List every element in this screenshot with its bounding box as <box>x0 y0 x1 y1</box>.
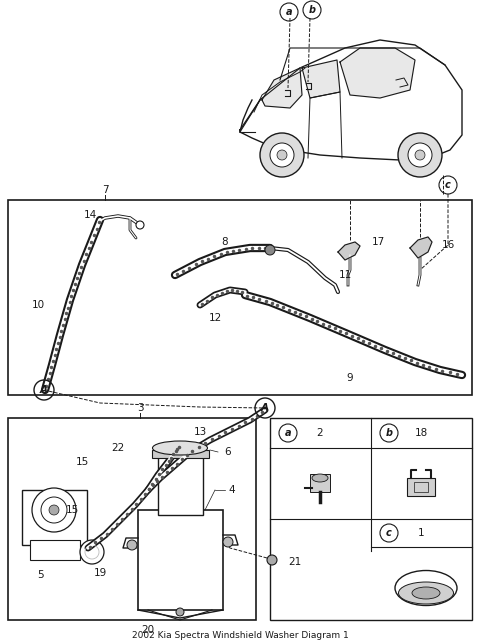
Polygon shape <box>410 237 432 258</box>
Bar <box>310 474 330 492</box>
Text: 1: 1 <box>418 528 424 538</box>
Text: c: c <box>445 180 451 190</box>
Text: 16: 16 <box>442 240 455 250</box>
Text: 19: 19 <box>94 568 107 578</box>
Circle shape <box>136 221 144 229</box>
Text: b: b <box>385 428 393 438</box>
Circle shape <box>415 150 425 160</box>
Text: 15: 15 <box>75 457 89 467</box>
Circle shape <box>408 143 432 167</box>
Text: 2002 Kia Spectra Windshield Washer Diagram 1: 2002 Kia Spectra Windshield Washer Diagr… <box>132 630 348 639</box>
Bar <box>152 450 209 458</box>
Text: 21: 21 <box>288 557 301 567</box>
Text: b: b <box>309 5 315 15</box>
Ellipse shape <box>312 474 328 482</box>
Bar <box>158 455 203 515</box>
Text: 22: 22 <box>111 443 125 453</box>
Circle shape <box>267 555 277 565</box>
Text: 13: 13 <box>193 427 206 437</box>
Text: 5: 5 <box>36 570 43 580</box>
Polygon shape <box>340 48 415 98</box>
Ellipse shape <box>395 570 457 605</box>
Bar <box>8 200 472 395</box>
Bar <box>138 510 223 610</box>
Bar <box>30 540 80 560</box>
Text: 2: 2 <box>317 428 324 438</box>
Polygon shape <box>302 60 340 98</box>
Text: 17: 17 <box>372 237 384 247</box>
Text: 14: 14 <box>84 210 96 220</box>
Circle shape <box>49 505 59 515</box>
Text: A: A <box>40 385 48 395</box>
Ellipse shape <box>153 441 207 455</box>
Polygon shape <box>240 40 462 160</box>
Text: 10: 10 <box>31 300 45 310</box>
Text: 6: 6 <box>225 447 231 457</box>
Text: 18: 18 <box>414 428 428 438</box>
Bar <box>8 418 256 620</box>
Circle shape <box>127 540 137 550</box>
Circle shape <box>80 540 104 564</box>
Text: 20: 20 <box>142 625 155 635</box>
Bar <box>270 418 472 620</box>
Circle shape <box>176 608 184 616</box>
Text: A: A <box>261 403 269 413</box>
Circle shape <box>270 143 294 167</box>
Text: a: a <box>285 428 291 438</box>
Bar <box>22 490 87 545</box>
Text: 4: 4 <box>228 485 235 495</box>
Polygon shape <box>262 68 302 108</box>
Text: 9: 9 <box>347 373 353 383</box>
Text: 15: 15 <box>65 505 79 515</box>
Circle shape <box>32 488 76 532</box>
Ellipse shape <box>398 582 454 604</box>
Circle shape <box>265 245 275 255</box>
Text: 12: 12 <box>208 313 222 323</box>
Circle shape <box>277 150 287 160</box>
Text: c: c <box>386 528 392 538</box>
Circle shape <box>398 133 442 177</box>
Text: 8: 8 <box>222 237 228 247</box>
Bar <box>414 482 428 492</box>
Polygon shape <box>338 242 360 260</box>
Text: 11: 11 <box>338 270 352 280</box>
Bar <box>407 478 435 496</box>
Text: 7: 7 <box>102 185 108 195</box>
Circle shape <box>223 537 233 547</box>
Polygon shape <box>155 445 205 455</box>
Text: 3: 3 <box>137 403 144 413</box>
Ellipse shape <box>412 587 440 599</box>
Text: a: a <box>286 7 292 17</box>
Circle shape <box>260 133 304 177</box>
